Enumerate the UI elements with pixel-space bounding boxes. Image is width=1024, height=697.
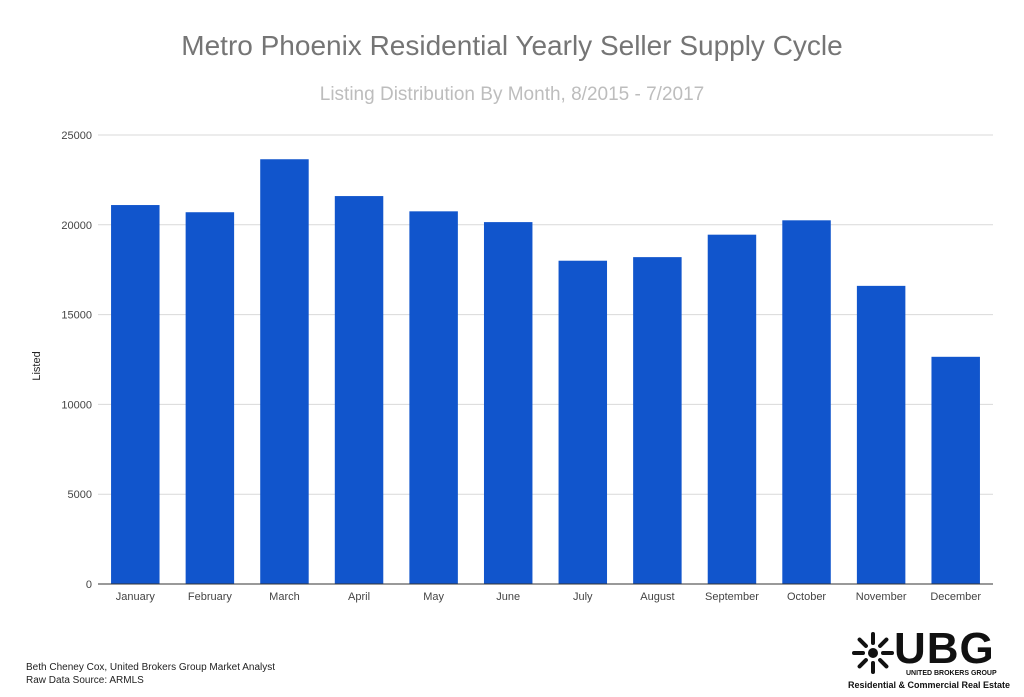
- ubg-logo: UBG UNITED BROKERS GROUP Residential & C…: [848, 624, 1016, 690]
- x-tick-label: March: [269, 591, 300, 603]
- logo-wordmark: UBG: [894, 624, 995, 673]
- x-tick-label: August: [640, 591, 674, 603]
- grid-lines: [98, 134, 993, 495]
- x-tick-label: October: [787, 591, 826, 603]
- bar-september: [707, 234, 757, 585]
- y-tick-label: 5000: [68, 489, 92, 501]
- source-line: Raw Data Source: ARMLS: [26, 675, 144, 686]
- logo-company: UNITED BROKERS GROUP: [906, 670, 997, 677]
- bar-october: [782, 220, 831, 584]
- x-tick-label: September: [705, 591, 759, 603]
- bar-may: [409, 211, 458, 584]
- x-tick-label: January: [116, 591, 156, 603]
- x-tick-labels: January February March April May June July Augu…: [116, 591, 982, 603]
- bar-november: [856, 285, 906, 584]
- y-tick-label: 20000: [61, 220, 92, 232]
- bar-july: [558, 260, 608, 584]
- logo-tagline: Residential & Commercial Real Estate: [848, 680, 1011, 690]
- bar-january: [111, 205, 160, 584]
- chart-subtitle: Listing Distribution By Month, 8/2015 - …: [319, 84, 705, 105]
- y-axis-label: Listed: [31, 351, 43, 380]
- footer-credits: Beth Cheney Cox, United Brokers Group Ma…: [26, 661, 275, 687]
- x-tick-label: November: [856, 591, 907, 603]
- x-tick-label: February: [188, 591, 233, 603]
- bar-march: [260, 159, 309, 584]
- bars: [111, 159, 980, 585]
- bar-december: [931, 356, 980, 584]
- y-tick-label: 0: [86, 579, 92, 591]
- bar-april: [334, 196, 384, 584]
- credit-line: Beth Cheney Cox, United Brokers Group Ma…: [26, 662, 276, 673]
- bar-june: [483, 222, 533, 584]
- y-tick-label: 10000: [61, 399, 92, 411]
- x-tick-label: December: [930, 591, 981, 603]
- chart-title: Metro Phoenix Residential Yearly Seller …: [181, 30, 843, 61]
- x-tick-label: April: [348, 591, 370, 603]
- bar-february: [185, 212, 235, 584]
- y-tick-label: 25000: [61, 130, 92, 142]
- y-tick-labels: 0 5000 10000 15000 20000 25000: [61, 130, 92, 591]
- bar-august: [633, 257, 682, 584]
- x-tick-label: June: [496, 591, 520, 603]
- x-tick-label: July: [573, 591, 593, 603]
- starburst-logo-icon: [852, 632, 894, 674]
- y-tick-label: 15000: [61, 310, 92, 322]
- x-tick-label: May: [423, 591, 444, 603]
